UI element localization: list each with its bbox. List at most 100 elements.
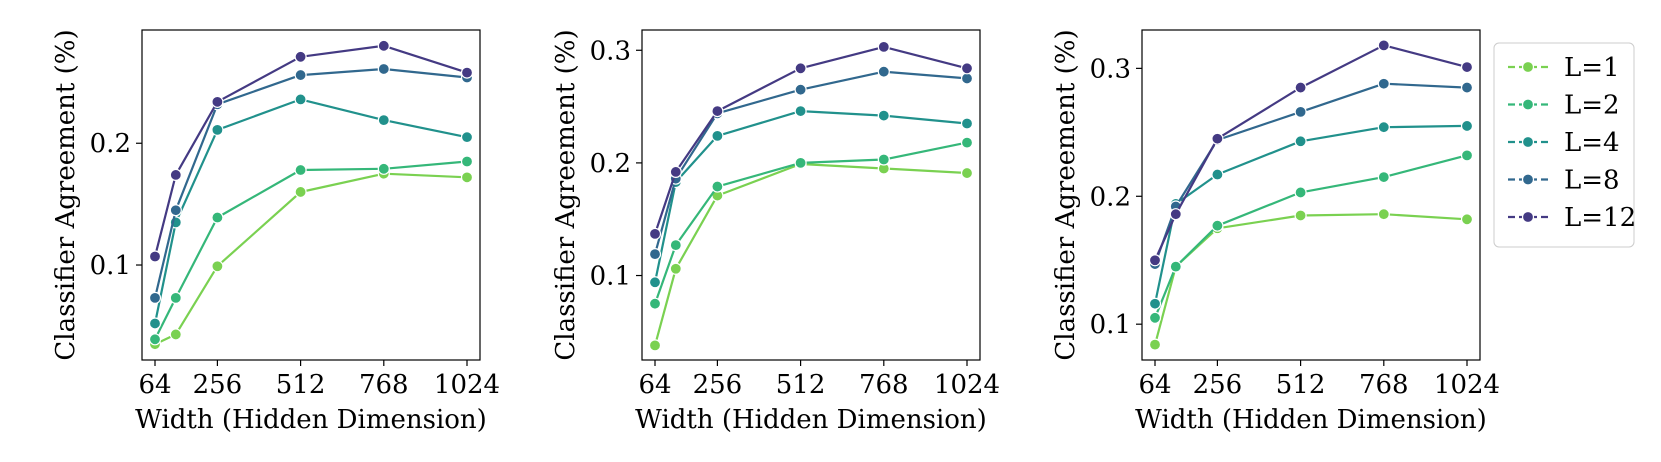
data-point: [877, 65, 890, 78]
y-axis-label: Classifier Agreement (%): [1051, 29, 1081, 360]
data-point: [1294, 186, 1307, 199]
y-axis-label: Classifier Agreement (%): [51, 29, 81, 360]
y-axis-label: Classifier Agreement (%): [551, 29, 581, 360]
data-point: [294, 68, 307, 82]
data-point: [211, 260, 224, 273]
data-point: [1169, 260, 1182, 273]
plot-area: [641, 29, 981, 361]
data-point: [1148, 297, 1162, 310]
data-point: [169, 328, 182, 341]
data-point: [460, 171, 474, 184]
data-point: [460, 155, 474, 168]
data-point: [1377, 170, 1390, 184]
legend-swatch-marker: [1521, 173, 1535, 186]
x-tick-label: 64: [138, 370, 171, 400]
data-point: [669, 262, 682, 275]
legend-label: L=8: [1564, 166, 1620, 196]
data-point: [648, 248, 662, 261]
data-point: [211, 211, 224, 224]
series-line-l12: [653, 45, 968, 235]
data-point: [669, 165, 682, 179]
legend-item: L=4: [1508, 128, 1620, 158]
legend-label: L=4: [1564, 128, 1620, 158]
x-tick-label: 512: [276, 370, 326, 400]
series-line-l4: [153, 98, 468, 324]
chart-panel-2: 64 256 512 768 1024 0.1 0.2 0.3 Width (Hidden Di…: [551, 29, 1000, 435]
data-point: [1211, 168, 1224, 181]
legend-swatch-marker: [1521, 98, 1535, 111]
series-line-l8: [153, 67, 468, 299]
legend-item: L=2: [1508, 91, 1620, 121]
data-point: [794, 156, 807, 170]
data-point: [1148, 311, 1162, 324]
series-line-l1: [653, 162, 968, 346]
data-point: [960, 62, 974, 75]
data-point: [169, 204, 182, 217]
legend: L=1 L=2 L=4 L=8 L=12: [1493, 42, 1636, 248]
y-tick-label: 0.2: [1090, 182, 1131, 212]
data-point: [1377, 77, 1390, 90]
y-tick-label: 0.2: [90, 129, 131, 159]
data-point: [148, 291, 162, 304]
data-point: [1294, 81, 1307, 94]
data-point: [1460, 149, 1474, 162]
x-tick-label: 1024: [1434, 370, 1500, 400]
x-tick-label: 256: [1193, 370, 1243, 400]
legend-item: L=1: [1508, 53, 1620, 83]
x-tick-label: 256: [693, 370, 743, 400]
x-tick-label: 1024: [934, 370, 1000, 400]
legend-label: L=1: [1564, 53, 1620, 83]
data-point: [711, 129, 724, 142]
y-tick-label: 0.1: [1090, 310, 1131, 340]
data-point: [877, 153, 890, 166]
data-point: [148, 250, 162, 263]
data-point: [294, 185, 307, 199]
data-point: [648, 297, 662, 310]
series-line-l2: [653, 141, 968, 305]
x-axis-label: Width (Hidden Dimension): [635, 405, 987, 435]
data-point: [1294, 135, 1307, 148]
legend-label: L=2: [1564, 91, 1620, 121]
data-point: [169, 291, 182, 304]
data-point: [169, 168, 182, 182]
legend-swatch-marker: [1521, 60, 1535, 74]
x-tick-label: 512: [1276, 370, 1326, 400]
data-point: [1377, 121, 1390, 134]
data-point: [1460, 119, 1474, 133]
data-point: [794, 83, 807, 96]
data-point: [294, 163, 307, 177]
data-point: [669, 239, 682, 252]
legend-label: L=12: [1564, 203, 1636, 233]
x-tick-label: 64: [1138, 370, 1171, 400]
plot-area: [1141, 29, 1481, 361]
data-point: [377, 62, 390, 76]
data-point: [1294, 105, 1307, 118]
legend-item: L=8: [1508, 166, 1620, 196]
data-point: [460, 66, 474, 79]
legend-item: L=12: [1508, 203, 1636, 233]
data-point: [960, 117, 974, 130]
data-point: [648, 276, 662, 289]
legend-swatch-marker: [1521, 210, 1535, 224]
chart-panel-1: 64 256 512 768 1024 0.1 0.2 Width (Hidden Dimen…: [51, 29, 500, 435]
data-point: [877, 109, 890, 122]
data-point: [1148, 338, 1162, 351]
data-point: [294, 93, 307, 106]
x-tick-label: 768: [359, 370, 409, 400]
data-point: [211, 123, 224, 136]
series-line-l1: [1153, 213, 1468, 345]
data-point: [1377, 208, 1390, 221]
series-line-l8: [1153, 82, 1468, 265]
data-point: [1377, 39, 1390, 52]
data-point: [1460, 213, 1474, 226]
series-line-l12: [1153, 44, 1468, 261]
data-point: [294, 50, 307, 63]
data-point: [148, 317, 162, 330]
data-point: [648, 227, 662, 240]
data-point: [460, 131, 474, 144]
data-point: [711, 180, 724, 193]
x-tick-label: 768: [1359, 370, 1409, 400]
data-point: [877, 40, 890, 53]
data-point: [960, 136, 974, 149]
